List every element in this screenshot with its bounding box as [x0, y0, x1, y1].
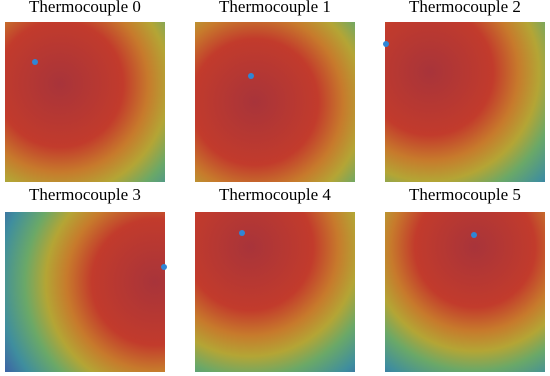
heatmap [195, 212, 355, 372]
panel-title: Thermocouple 3 [29, 185, 141, 204]
panel-title: Thermocouple 2 [409, 0, 521, 16]
panel-title: Thermocouple 1 [219, 0, 331, 16]
sensor-dot [32, 59, 38, 65]
panel: Thermocouple 2 [383, 0, 545, 182]
heatmap [385, 212, 545, 372]
panel: Thermocouple 5 [385, 185, 545, 372]
panel: Thermocouple 3 [5, 185, 167, 372]
sensor-dot [383, 41, 389, 47]
panel: Thermocouple 1 [195, 0, 355, 182]
panel-title: Thermocouple 4 [219, 185, 331, 204]
heatmap [5, 212, 165, 372]
sensor-dot [248, 73, 254, 79]
panel: Thermocouple 4 [195, 185, 355, 372]
sensor-dot [239, 230, 245, 236]
panel-title: Thermocouple 0 [29, 0, 141, 16]
heatmap [385, 22, 545, 182]
panel: Thermocouple 0 [5, 0, 165, 182]
sensor-dot [471, 232, 477, 238]
heatmap [195, 22, 355, 182]
sensor-dot [161, 264, 167, 270]
panel-title: Thermocouple 5 [409, 185, 521, 204]
heatmap [5, 22, 165, 182]
